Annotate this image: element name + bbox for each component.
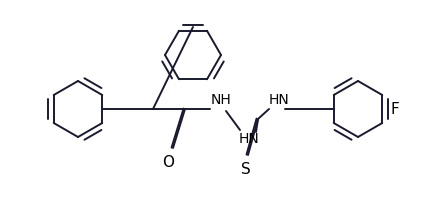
Text: HN: HN (239, 132, 260, 146)
Text: HN: HN (269, 93, 290, 107)
Text: O: O (162, 155, 174, 170)
Text: S: S (241, 162, 251, 177)
Text: NH: NH (211, 93, 232, 107)
Text: F: F (390, 101, 399, 117)
